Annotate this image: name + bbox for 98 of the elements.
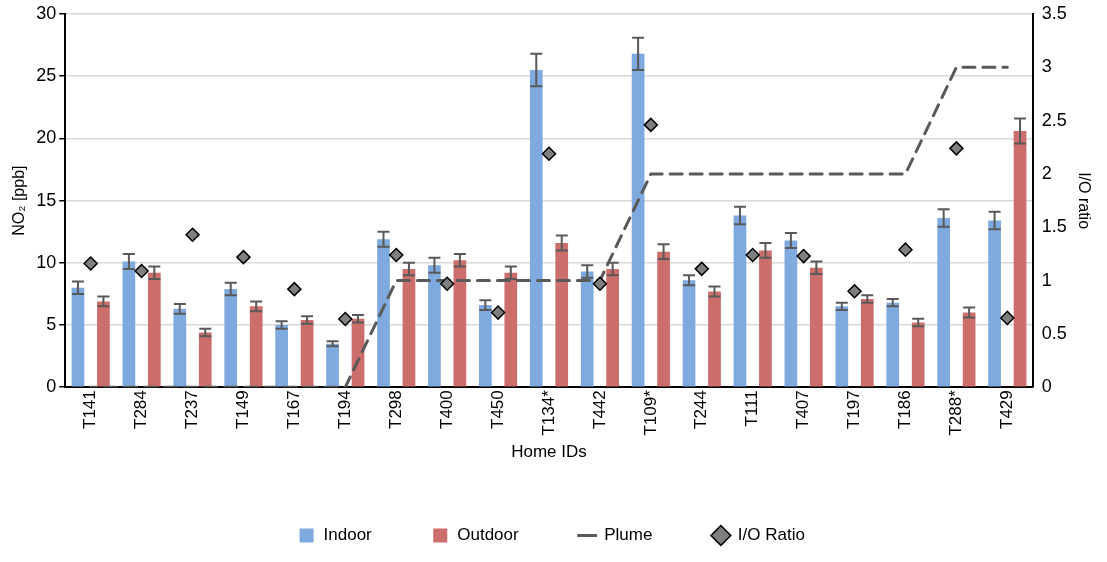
y2-tick-label: 0.5 [1041,322,1067,343]
y2-tick-label: 3.5 [1041,2,1067,23]
bar [97,301,110,387]
x-tick-label: T407 [793,390,813,429]
y2-tick-label: 2.5 [1041,109,1067,130]
x-tick-label: T284 [131,390,151,429]
bar [580,271,594,387]
point [185,227,200,242]
point [236,249,251,265]
bar [300,320,314,387]
x-tick-label: T244 [691,390,711,429]
x-tick-label: T288* [946,389,966,436]
legend-label: Outdoor [457,525,520,545]
bar [224,288,238,387]
bar [326,343,339,387]
x-tick-label: T194 [334,390,354,429]
x-tick-label: T197 [844,390,864,429]
bar [835,306,849,387]
bar [606,269,620,387]
legend-label: I/O Ratio [737,525,805,545]
point [439,276,455,292]
bar [1013,130,1027,387]
y2-tick-label: 1.5 [1041,216,1067,237]
y-tick-label: 25 [36,65,57,86]
point [847,284,862,299]
x-tick-label: T450 [487,390,507,429]
bar [478,305,492,387]
point [338,311,353,327]
bar [937,218,951,387]
bar [377,239,390,387]
y-axis-title: NO₂ [ppb] [10,165,28,236]
bar [428,265,441,387]
line-series [89,65,1009,388]
bar [809,267,823,387]
bar [555,242,569,387]
y2-tick-label: 1 [1041,269,1052,290]
bar [733,215,747,387]
x-tick-label: T134* [538,389,558,436]
point [134,263,149,279]
y-tick-label: 5 [46,314,57,334]
bar [708,291,721,387]
y-tick-label: 10 [36,251,57,272]
x-tick-label: T149 [233,390,253,429]
bar [911,322,925,387]
x-tick-label: T111 [742,390,762,427]
bar [759,250,772,387]
y2-tick-label: 0 [1041,376,1052,397]
x-tick-label: T186 [895,390,915,429]
x-tick-label: T442 [589,390,609,429]
legend-label: Indoor [323,525,373,545]
bar [198,332,212,387]
point [592,276,608,292]
point [388,247,404,263]
point [541,146,557,161]
legend-label: Plume [604,525,653,545]
x-tick-label: T167 [284,390,304,429]
bar [122,261,136,387]
x-axis-title: Home IDs [511,442,587,462]
bar [504,272,518,387]
bar [249,306,263,387]
bar [962,312,976,387]
x-tick-label: T298 [385,390,405,429]
point [745,247,760,263]
point [796,248,811,264]
bar [71,287,85,387]
bar [173,308,187,387]
bar [860,298,874,387]
point [1000,310,1015,326]
bar [988,220,1001,387]
y2-tick-label: 3 [1041,56,1052,77]
bar [402,269,416,387]
point [949,141,964,156]
bar [657,251,670,387]
point [898,242,913,257]
y-tick-label: 30 [36,2,57,23]
point [287,281,302,297]
x-tick-label: T141 [80,390,100,429]
x-tick-label: T109* [640,389,660,436]
y2-tick-label: 2 [1041,162,1052,183]
point [694,261,710,277]
y-tick-label: 20 [36,127,57,148]
x-tick-label: T237 [182,390,202,429]
y-tick-label: 15 [36,189,57,210]
bar [147,272,161,387]
bar [529,69,543,387]
y-tick-label: 0 [46,376,57,397]
x-tick-label: T400 [436,390,456,429]
point [643,117,659,133]
x-tick-label: T429 [997,390,1016,429]
point [490,305,506,320]
point [83,256,98,271]
bar [275,325,289,387]
bar [631,53,645,387]
bar [682,280,696,387]
bar [784,240,798,387]
y2-axis-title: I/O ratio [1075,172,1093,230]
bar [453,260,467,387]
bar [886,302,900,387]
